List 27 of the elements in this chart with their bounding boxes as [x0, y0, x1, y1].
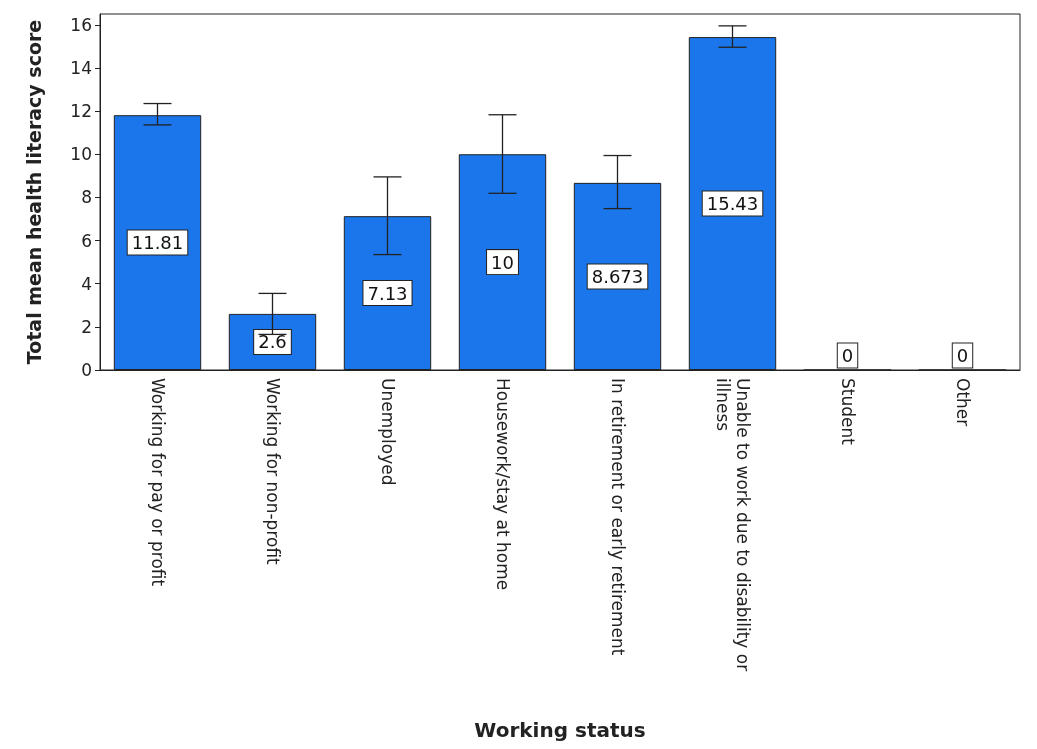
x-tick-label: Unable to work due to disability or illness: [712, 378, 753, 677]
data-label: 15.43: [706, 193, 759, 215]
y-tick-label: 2: [81, 316, 92, 337]
x-tick-label: Unemployed: [377, 378, 398, 486]
x-tick-label: In retirement or early retirement: [607, 378, 628, 656]
y-tick-label: 0: [81, 360, 92, 380]
data-label: 7.13: [367, 282, 408, 304]
data-label: 0: [956, 345, 969, 366]
y-tick-label: 8: [81, 187, 92, 208]
y-tick-label: 4: [81, 273, 92, 294]
y-tick-label: 12: [70, 101, 92, 122]
x-tick-label: Working for non-profit: [262, 378, 283, 566]
data-label: 11.81: [131, 232, 184, 254]
y-tick-label: 10: [70, 144, 92, 165]
x-tick-label: Working for pay or profit: [147, 378, 168, 587]
x-tick-label: Housework/stay at home: [492, 378, 513, 591]
y-tick-label: 14: [70, 57, 92, 78]
data-label: 2.6: [258, 331, 287, 353]
x-tick-label: Other: [952, 378, 973, 427]
y-tick-label: 16: [70, 14, 92, 35]
y-axis-title: Total mean health literacy score: [23, 19, 45, 365]
data-label: 0: [841, 345, 854, 366]
data-label: 8.673: [591, 265, 644, 287]
y-tick-label: 6: [81, 230, 92, 251]
data-label: 10: [491, 251, 514, 273]
x-axis-title: Working status: [474, 718, 646, 742]
x-tick-label: Student: [837, 378, 858, 446]
